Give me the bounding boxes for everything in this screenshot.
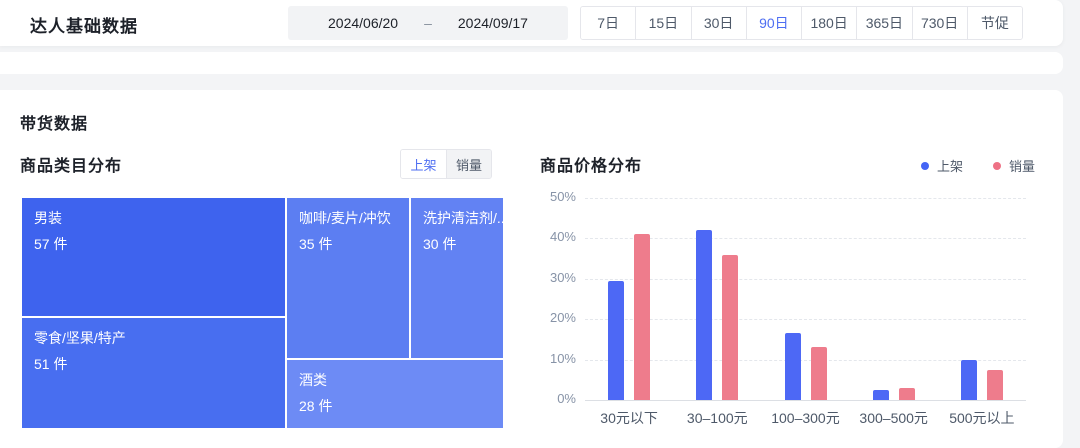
period-button-15日[interactable]: 15日 bbox=[636, 7, 692, 39]
bar-上架-300–500元 bbox=[872, 389, 889, 400]
legend-dot-icon bbox=[920, 161, 929, 170]
period-button-180日[interactable]: 180日 bbox=[802, 7, 858, 39]
bar-上架-30–100元 bbox=[696, 230, 713, 400]
period-button-30日[interactable]: 30日 bbox=[691, 7, 747, 39]
toggle-button-上架[interactable]: 上架 bbox=[401, 150, 446, 178]
bar-上架-100–300元 bbox=[784, 333, 801, 400]
treemap-cell-酒类[interactable]: 酒类 28 件 bbox=[287, 360, 503, 428]
treemap-cell-男装[interactable]: 男装 57 件 bbox=[22, 198, 285, 316]
gridline bbox=[585, 198, 1026, 199]
legend-item-上架[interactable]: 上架 bbox=[920, 156, 963, 175]
period-button-365日[interactable]: 365日 bbox=[857, 7, 913, 39]
treemap-cell-value: 35 件 bbox=[299, 236, 333, 252]
x-tick-label: 300–500元 bbox=[859, 410, 928, 426]
legend-label: 销量 bbox=[1008, 159, 1035, 174]
treemap-cell-value: 51 件 bbox=[34, 356, 68, 372]
chart-legend: 上架 销量 bbox=[920, 156, 1035, 175]
gridline bbox=[585, 278, 1026, 280]
gridline bbox=[585, 319, 1026, 321]
bar-上架-30元以下 bbox=[608, 280, 625, 400]
bar-销量-30元以下 bbox=[634, 234, 651, 400]
price-chart: 0% 10% 20% 30% 40% 50% 30元以下 30–100元 100–300元 300… bbox=[540, 189, 1032, 435]
legend-dot-icon bbox=[992, 161, 1001, 170]
bar-销量-100–300元 bbox=[810, 347, 827, 400]
treemap-cell-label: 咖啡/麦片/冲饮 bbox=[299, 210, 391, 226]
x-tick-label: 500元以上 bbox=[949, 410, 1015, 426]
y-tick-label: 0% bbox=[557, 391, 576, 406]
listing-sales-toggle: 上架 销量 bbox=[400, 149, 492, 179]
period-button-730日[interactable]: 730日 bbox=[912, 7, 968, 39]
bar-销量-500元以上 bbox=[986, 369, 1003, 400]
treemap-cell-label: 男装 bbox=[34, 210, 62, 226]
toggle-button-销量[interactable]: 销量 bbox=[446, 150, 491, 178]
legend-item-销量[interactable]: 销量 bbox=[992, 156, 1035, 175]
period-button-节促[interactable]: 节促 bbox=[967, 7, 1022, 39]
treemap-cell-洗护清洁剂/...[interactable]: 洗护清洁剂/... 30 件 bbox=[411, 198, 503, 358]
treemap-cell-label: 酒类 bbox=[299, 372, 327, 388]
bar-销量-30–100元 bbox=[722, 254, 739, 400]
gridline bbox=[585, 359, 1026, 361]
x-tick-label: 100–300元 bbox=[771, 410, 840, 426]
header-bar: 达人基础数据 2024/06/20 – 2024/09/17 7日 15日 30日 9… bbox=[0, 0, 1063, 46]
x-tick-label: 30–100元 bbox=[686, 410, 748, 426]
treemap-cell-value: 30 件 bbox=[423, 236, 457, 252]
treemap-cell-零食/坚果/特产[interactable]: 零食/坚果/特产 51 件 bbox=[22, 318, 285, 428]
content-card: 带货数据 商品类目分布 上架 销量 男装 57 件零食/坚果/特产 51 件咖啡/麦片… bbox=[0, 90, 1063, 448]
bar-销量-300–500元 bbox=[898, 387, 915, 400]
treemap-cell-咖啡/麦片/冲饮[interactable]: 咖啡/麦片/冲饮 35 件 bbox=[287, 198, 409, 358]
date-range-separator: – bbox=[424, 15, 432, 31]
toolbar-strip bbox=[0, 52, 1063, 74]
treemap-cell-value: 57 件 bbox=[34, 236, 68, 252]
treemap-cell-label: 洗护清洁剂/... bbox=[423, 210, 503, 226]
period-group: 7日 15日 30日 90日 180日 365日 730日 节促 bbox=[580, 6, 1023, 40]
gridline bbox=[585, 238, 1026, 240]
date-range-end: 2024/09/17 bbox=[457, 15, 528, 31]
y-tick-label: 30% bbox=[549, 269, 576, 285]
treemap: 男装 57 件零食/坚果/特产 51 件 咖啡/麦片/冲饮 35 件 洗护清洁剂/... 3… bbox=[20, 196, 505, 430]
y-tick-label: 50% bbox=[549, 189, 576, 204]
y-tick-label: 40% bbox=[549, 229, 576, 245]
x-axis-line bbox=[585, 400, 1026, 401]
y-tick-label: 20% bbox=[549, 310, 576, 326]
bar-上架-500元以上 bbox=[960, 359, 977, 400]
period-button-7日[interactable]: 7日 bbox=[581, 7, 637, 39]
treemap-cell-value: 28 件 bbox=[299, 398, 333, 414]
price-panel-title: 商品价格分布 bbox=[540, 158, 643, 175]
section-title: 带货数据 bbox=[20, 116, 89, 133]
category-panel-title: 商品类目分布 bbox=[20, 158, 123, 175]
date-range-picker[interactable]: 2024/06/20 – 2024/09/17 bbox=[288, 6, 568, 40]
treemap-cell-label: 零食/坚果/特产 bbox=[34, 330, 126, 346]
date-range-start: 2024/06/20 bbox=[328, 15, 399, 31]
y-tick-label: 10% bbox=[549, 350, 576, 366]
page-title: 达人基础数据 bbox=[30, 17, 138, 36]
legend-label: 上架 bbox=[936, 159, 963, 174]
period-button-90日[interactable]: 90日 bbox=[746, 7, 802, 39]
x-tick-label: 30元以下 bbox=[600, 410, 658, 426]
